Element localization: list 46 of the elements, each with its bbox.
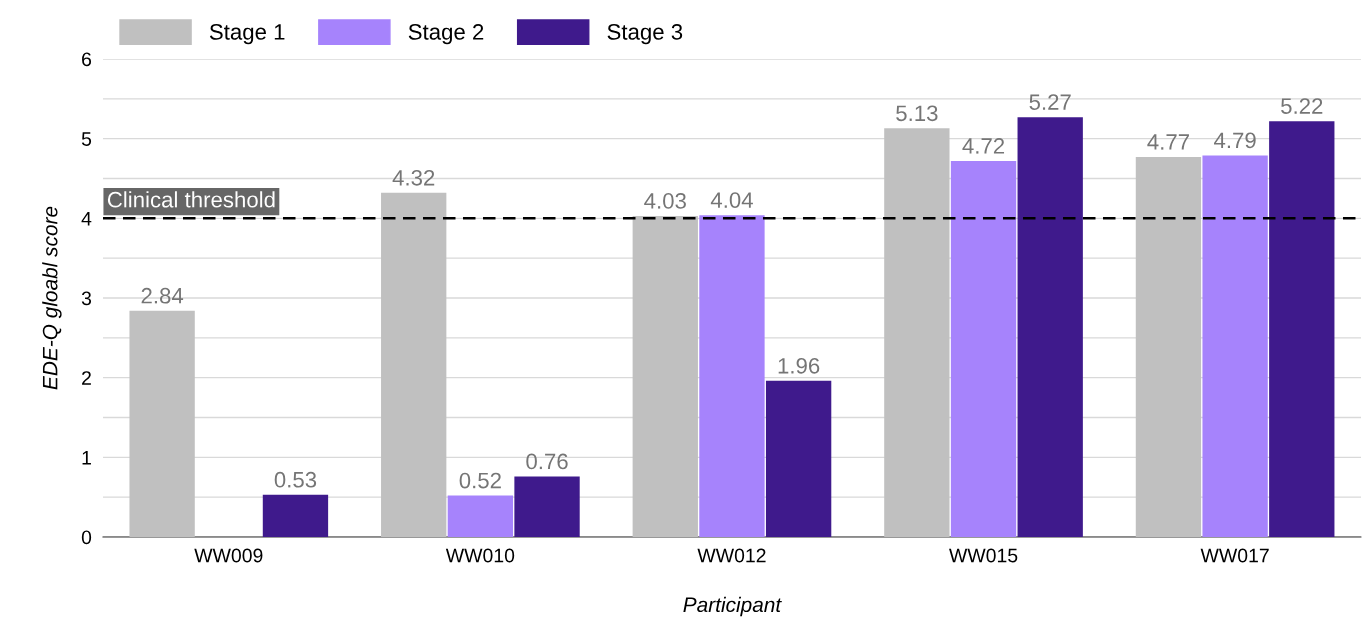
data-label: 5.13 xyxy=(896,105,938,122)
y-axis-title: EDE-Q gloabl score xyxy=(42,206,62,390)
data-label: 4.03 xyxy=(644,193,686,209)
y-tick-label: 5 xyxy=(81,132,92,146)
bar xyxy=(1269,121,1335,537)
bar xyxy=(699,215,765,537)
bar xyxy=(1202,155,1268,537)
legend-label: Stage 1 xyxy=(209,24,285,45)
x-tick-label: WW010 xyxy=(445,548,515,563)
bar xyxy=(884,128,950,537)
data-label: 4.72 xyxy=(962,138,1005,154)
y-tick-label: 2 xyxy=(82,371,91,385)
bar xyxy=(632,215,698,537)
x-tick-label: WW009 xyxy=(194,548,263,563)
y-tick-label: 3 xyxy=(81,291,92,306)
bar xyxy=(129,310,195,537)
y-tick-label: 6 xyxy=(82,52,92,67)
bar xyxy=(447,495,514,537)
y-tick-label: 0 xyxy=(81,530,92,545)
data-label: 4.79 xyxy=(1214,132,1256,149)
bar xyxy=(1135,156,1202,537)
ref-line-label: Clinical threshold xyxy=(107,191,275,208)
data-label: 4.32 xyxy=(392,169,435,186)
x-tick-label: WW015 xyxy=(949,548,1018,563)
data-label: 0.76 xyxy=(526,453,568,470)
data-label: 5.22 xyxy=(1281,98,1323,114)
data-label: 4.77 xyxy=(1147,134,1189,150)
data-label: 1.96 xyxy=(778,357,820,374)
bar xyxy=(381,192,447,537)
bar xyxy=(765,380,832,537)
bar xyxy=(514,476,580,537)
y-tick-label: 1 xyxy=(82,451,91,465)
x-tick-label: WW012 xyxy=(697,548,766,563)
legend-label: Stage 2 xyxy=(408,24,484,45)
data-label: 0.53 xyxy=(274,471,317,488)
bar xyxy=(950,160,1017,537)
data-label: 5.27 xyxy=(1029,94,1071,110)
data-label: 2.84 xyxy=(141,287,184,304)
data-label: 4.04 xyxy=(710,192,753,208)
bar xyxy=(262,494,329,537)
bar xyxy=(1017,117,1083,537)
x-tick-label: WW017 xyxy=(1200,548,1269,563)
legend-label: Stage 3 xyxy=(607,24,683,45)
y-tick-label: 4 xyxy=(81,212,92,226)
x-axis-title: Participant xyxy=(683,596,782,617)
data-label: 0.52 xyxy=(459,472,501,489)
